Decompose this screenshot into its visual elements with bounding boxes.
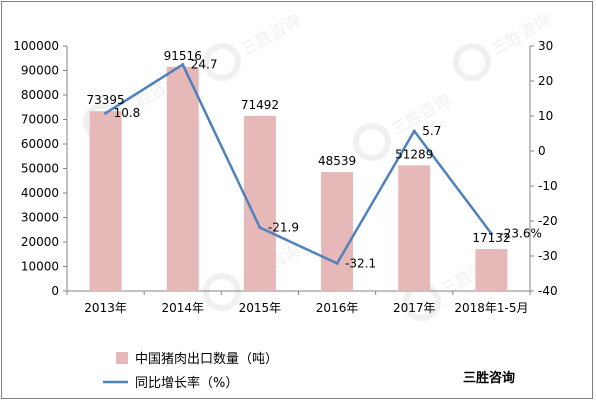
bar-value-label: 71492 bbox=[241, 98, 279, 112]
x-tick-label: 2015年 bbox=[239, 301, 282, 315]
bar bbox=[166, 66, 199, 291]
left-tick-label: 10000 bbox=[21, 260, 59, 274]
right-tick-label: 0 bbox=[538, 144, 546, 158]
right-tick-label: -10 bbox=[538, 179, 558, 193]
line-value-label: -23.6% bbox=[499, 227, 541, 241]
left-tick-label: 0 bbox=[51, 284, 59, 298]
right-tick-label: 30 bbox=[538, 39, 553, 53]
line-point bbox=[489, 232, 493, 236]
line-value-label: 24.7 bbox=[191, 58, 218, 72]
line-point bbox=[258, 226, 262, 230]
axes-layer: 0 10000 20000 30000 40000 50000 60000 70000 8000… bbox=[13, 39, 557, 315]
bar-value-label: 51289 bbox=[395, 147, 433, 161]
x-tick-label: 2017年 bbox=[393, 301, 436, 315]
left-tick-label: 80000 bbox=[21, 88, 59, 102]
line-point bbox=[104, 111, 108, 115]
line-point bbox=[181, 63, 185, 67]
left-tick-label: 20000 bbox=[21, 235, 59, 249]
bar-value-label: 91516 bbox=[164, 49, 202, 63]
watermark-ring bbox=[353, 123, 391, 161]
watermark-ring bbox=[453, 43, 491, 81]
bar-value-label: 17132 bbox=[472, 231, 510, 245]
x-tick-label: 2018年1-5月 bbox=[454, 301, 528, 315]
legend: 中国猪肉出口数量（吨） 同比增长率（%） 三胜咨询 bbox=[103, 352, 515, 391]
legend-label-bar: 中国猪肉出口数量（吨） bbox=[135, 352, 278, 367]
line-point bbox=[335, 261, 339, 265]
watermark-ring bbox=[203, 43, 241, 81]
x-tick-label: 2016年 bbox=[316, 301, 359, 315]
watermark-ring bbox=[203, 273, 241, 311]
left-tick-label: 100000 bbox=[13, 39, 59, 53]
left-tick-label: 40000 bbox=[21, 186, 59, 200]
right-tick-label: -40 bbox=[538, 284, 558, 298]
bar bbox=[321, 172, 354, 291]
line-value-label: -32.1 bbox=[345, 256, 376, 270]
left-tick-label: 60000 bbox=[21, 137, 59, 151]
data-labels-layer: 73395 91516 71492 48539 51289 17132 10.8 24.7 -2… bbox=[86, 49, 541, 271]
line-value-label: -21.9 bbox=[268, 221, 299, 235]
bar-value-label: 48539 bbox=[318, 154, 356, 168]
right-tick-label: -30 bbox=[538, 249, 558, 263]
x-tick-label: 2013年 bbox=[84, 301, 127, 315]
left-tick-label: 90000 bbox=[21, 64, 59, 78]
line-value-label: 5.7 bbox=[422, 124, 441, 138]
brand-label: 三胜咨询 bbox=[463, 370, 515, 386]
x-tick-label: 2014年 bbox=[161, 301, 204, 315]
bar-value-label: 73395 bbox=[86, 93, 124, 107]
line-layer bbox=[104, 63, 493, 265]
line-value-label: 10.8 bbox=[114, 106, 141, 120]
legend-label-line: 同比增长率（%） bbox=[135, 375, 238, 391]
watermark-text: 三胜咨询 bbox=[388, 90, 453, 138]
watermark-text: 三胜咨询 bbox=[238, 10, 303, 58]
bar bbox=[89, 111, 122, 291]
legend-swatch-bar bbox=[116, 352, 128, 364]
left-tick-label: 70000 bbox=[21, 113, 59, 127]
growth-rate-line bbox=[104, 63, 493, 265]
right-tick-label: 20 bbox=[538, 74, 553, 88]
line-point bbox=[412, 129, 416, 133]
right-tick-label: -20 bbox=[538, 214, 558, 228]
bar bbox=[475, 249, 508, 291]
left-tick-label: 50000 bbox=[21, 162, 59, 176]
left-tick-label: 30000 bbox=[21, 211, 59, 225]
bar bbox=[398, 165, 431, 291]
right-tick-label: 10 bbox=[538, 109, 553, 123]
watermark-logo: 三胜咨询 bbox=[203, 10, 303, 81]
